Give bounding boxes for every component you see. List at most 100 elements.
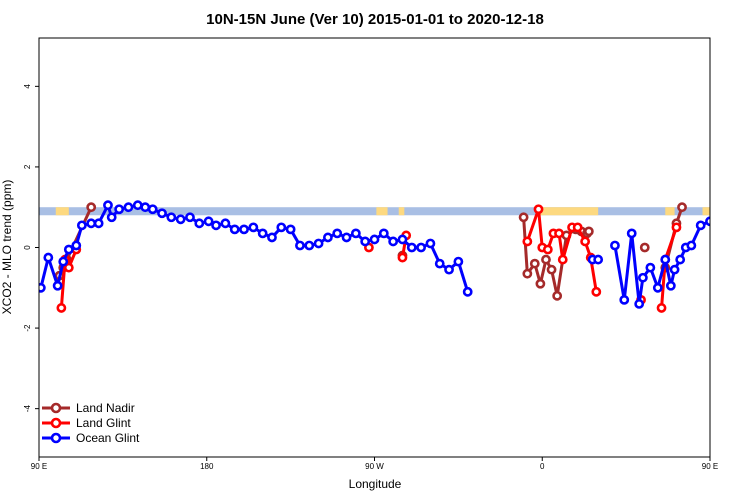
data-point bbox=[645, 262, 656, 273]
legend-marker bbox=[50, 402, 62, 414]
series-line bbox=[613, 219, 710, 306]
y-tick-label: 2 bbox=[23, 164, 32, 169]
data-point bbox=[656, 303, 667, 313]
data-point bbox=[86, 218, 97, 229]
data-point bbox=[675, 254, 686, 265]
y-tick-label: 0 bbox=[23, 245, 32, 250]
data-point bbox=[533, 204, 544, 215]
data-point bbox=[166, 212, 177, 223]
data-point bbox=[714, 218, 721, 225]
data-point bbox=[93, 218, 104, 229]
data-point bbox=[295, 240, 305, 251]
data-point bbox=[304, 240, 315, 251]
land-band-segment bbox=[665, 207, 675, 216]
data-point bbox=[535, 278, 546, 289]
x-axis-label: Longitude bbox=[349, 477, 402, 491]
data-point bbox=[52, 280, 63, 291]
data-point bbox=[671, 222, 682, 233]
data-point bbox=[86, 202, 97, 213]
data-point bbox=[677, 202, 687, 213]
data-point bbox=[626, 228, 637, 239]
data-point bbox=[341, 232, 352, 243]
data-point bbox=[123, 202, 134, 213]
data-point bbox=[695, 220, 706, 231]
data-point bbox=[350, 228, 361, 239]
data-point bbox=[522, 236, 533, 247]
data-point bbox=[203, 216, 214, 227]
data-point bbox=[591, 286, 602, 297]
legend-item: Land Glint bbox=[42, 416, 131, 430]
data-point bbox=[546, 264, 557, 275]
data-point bbox=[229, 224, 240, 235]
data-point bbox=[157, 208, 167, 219]
data-point bbox=[397, 252, 408, 263]
data-point bbox=[660, 254, 671, 265]
data-point bbox=[529, 258, 540, 269]
data-point bbox=[132, 200, 143, 211]
data-point bbox=[593, 254, 604, 265]
data-point bbox=[723, 200, 730, 207]
data-point bbox=[552, 290, 563, 301]
data-point bbox=[462, 286, 473, 297]
x-tick-label: 180 bbox=[200, 462, 214, 471]
data-point bbox=[580, 236, 591, 247]
land-band-segment bbox=[538, 207, 599, 216]
data-point bbox=[638, 272, 648, 283]
land-band-segment bbox=[398, 207, 405, 216]
series-layer bbox=[39, 200, 745, 313]
data-point bbox=[63, 244, 74, 255]
data-point bbox=[388, 236, 399, 247]
legend-label: Ocean Glint bbox=[76, 431, 140, 445]
data-point bbox=[76, 220, 87, 231]
y-axis: -4 -2 0 2 4 bbox=[23, 84, 39, 412]
data-point bbox=[323, 232, 333, 243]
data-point bbox=[669, 264, 680, 275]
y-axis-label: XCO2 - MLO trend (ppm) bbox=[0, 180, 14, 315]
data-point bbox=[194, 218, 205, 229]
x-tick-label: 90 W bbox=[365, 462, 384, 471]
data-point bbox=[56, 303, 67, 313]
data-point bbox=[610, 240, 620, 251]
x-tick-label: 90 E bbox=[31, 462, 47, 471]
data-point bbox=[619, 294, 630, 305]
data-point bbox=[140, 202, 151, 213]
data-point bbox=[541, 254, 551, 265]
series-1 bbox=[56, 204, 682, 313]
data-point bbox=[444, 264, 454, 275]
data-point bbox=[211, 220, 221, 231]
data-point bbox=[360, 236, 371, 247]
legend-label: Land Glint bbox=[76, 416, 131, 430]
data-point bbox=[175, 214, 186, 225]
land-band-segment bbox=[55, 207, 69, 216]
data-point bbox=[313, 238, 324, 249]
x-tick-label: 90 E bbox=[702, 462, 718, 471]
band-layer bbox=[39, 207, 710, 216]
data-point bbox=[267, 232, 277, 243]
legend-marker bbox=[50, 417, 62, 429]
data-point bbox=[738, 206, 745, 213]
data-point bbox=[583, 226, 594, 237]
ocean-band bbox=[39, 207, 710, 216]
data-point bbox=[63, 262, 74, 273]
y-tick-label: -2 bbox=[23, 324, 32, 332]
data-point bbox=[652, 282, 663, 293]
data-point bbox=[705, 216, 710, 227]
data-point bbox=[103, 200, 113, 211]
data-point bbox=[369, 234, 380, 245]
data-point bbox=[406, 242, 417, 253]
data-point bbox=[378, 228, 389, 239]
data-point bbox=[39, 282, 46, 293]
data-point bbox=[634, 299, 645, 309]
data-point bbox=[557, 254, 568, 265]
land-band-segment bbox=[702, 207, 710, 216]
data-point bbox=[522, 268, 533, 279]
plot-frame bbox=[38, 37, 711, 458]
data-point bbox=[434, 258, 445, 269]
data-point bbox=[185, 212, 195, 223]
data-point bbox=[220, 218, 231, 229]
data-point bbox=[239, 224, 249, 235]
data-point bbox=[686, 240, 697, 251]
y-tick-label: 4 bbox=[23, 84, 32, 89]
